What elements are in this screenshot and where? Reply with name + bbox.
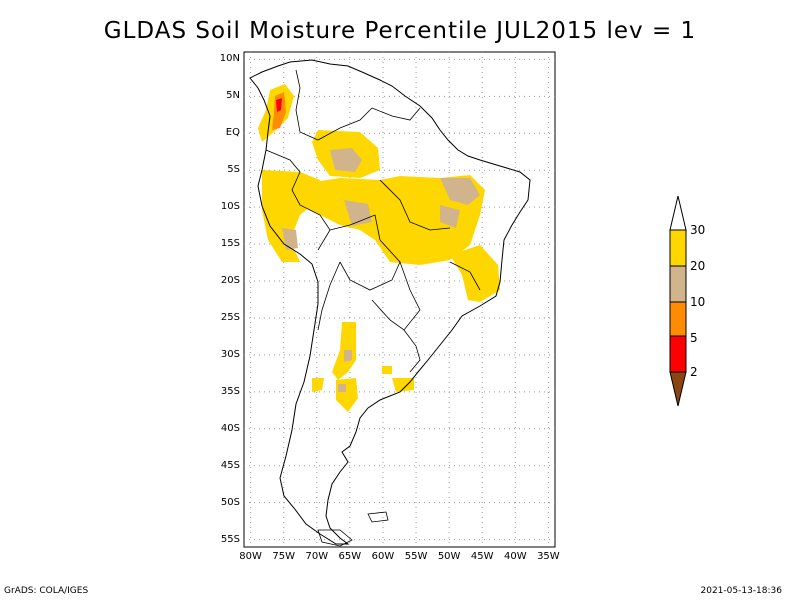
lon-tick-label: 60W xyxy=(371,551,395,562)
footer-credit: GrADS: COLA/IGES xyxy=(4,586,89,596)
plot-frame xyxy=(243,51,556,548)
lon-tick-label: 35W xyxy=(537,551,560,562)
lat-tick-label: 50S xyxy=(220,496,240,508)
shade-peru-tan xyxy=(282,228,298,250)
lon-tick-label: 75W xyxy=(272,551,295,562)
shade-rs xyxy=(382,366,392,374)
falkland-islands xyxy=(367,511,389,523)
shade-brazil-tan-3 xyxy=(440,205,460,228)
shade-brazil-tan-2 xyxy=(344,200,372,226)
tierra-del-fuego xyxy=(317,529,353,547)
lon-tick-label: 80W xyxy=(239,551,262,562)
shade-argentina-tan xyxy=(344,350,352,362)
lat-tick-label: 25S xyxy=(220,311,240,323)
shade-argentina-tan-2 xyxy=(338,384,346,392)
moisture-shading xyxy=(258,84,500,412)
lat-tick-label: EQ xyxy=(225,127,240,139)
shade-amazon-tan xyxy=(330,148,362,172)
shade-central-brazil xyxy=(295,175,485,265)
footer-timestamp: 2021-05-13-18:36 xyxy=(700,586,783,596)
lat-tick-label: 5S xyxy=(227,164,240,176)
lat-tick-label: 15S xyxy=(220,238,240,250)
lat-tick-label: 5N xyxy=(226,90,240,102)
shade-west-argentina xyxy=(312,378,324,392)
lat-tick-label: 10S xyxy=(220,201,240,213)
lat-tick-label: 10N xyxy=(219,53,240,65)
lat-tick-label: 55S xyxy=(220,533,240,545)
lat-tick-label: 20S xyxy=(220,275,240,287)
lon-tick-label: 65W xyxy=(338,551,362,562)
shade-colombia-red xyxy=(276,98,282,112)
coastline xyxy=(249,59,531,545)
borders xyxy=(265,69,481,373)
lat-tick-label: 40S xyxy=(220,422,240,434)
shade-uruguay xyxy=(392,378,414,392)
lon-tick-label: 50W xyxy=(437,551,461,562)
lon-tick-label: 45W xyxy=(470,551,494,562)
lon-tick-label: 40W xyxy=(503,551,527,562)
lon-tick-label: 55W xyxy=(404,551,428,562)
map-title: GLDAS Soil Moisture Percentile JUL2015 l… xyxy=(103,18,697,44)
lon-tick-label: 70W xyxy=(305,551,329,562)
lat-tick-label: 35S xyxy=(220,385,240,397)
lat-tick-label: 30S xyxy=(220,348,240,360)
lat-tick-label: 45S xyxy=(220,459,240,471)
shade-brazil-tan-1 xyxy=(440,178,480,205)
shade-east-brazil xyxy=(450,245,500,302)
